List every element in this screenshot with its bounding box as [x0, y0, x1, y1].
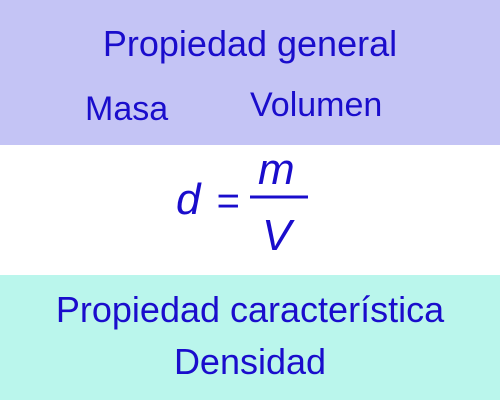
general-property-title: Propiedad general [102, 23, 398, 64]
formula-denominator: V [262, 211, 295, 260]
formula-equals: = [216, 179, 239, 223]
formula-lhs: d [176, 175, 202, 224]
volume-label: Volumen [250, 86, 383, 124]
general-property-panel [0, 0, 500, 145]
formula-numerator: m [258, 145, 295, 194]
characteristic-property-title: Propiedad característica [55, 289, 445, 330]
characteristic-property-panel [0, 275, 500, 400]
density-label: Densidad [173, 341, 327, 382]
formula-panel [0, 145, 500, 275]
mass-label: Masa [85, 90, 169, 128]
